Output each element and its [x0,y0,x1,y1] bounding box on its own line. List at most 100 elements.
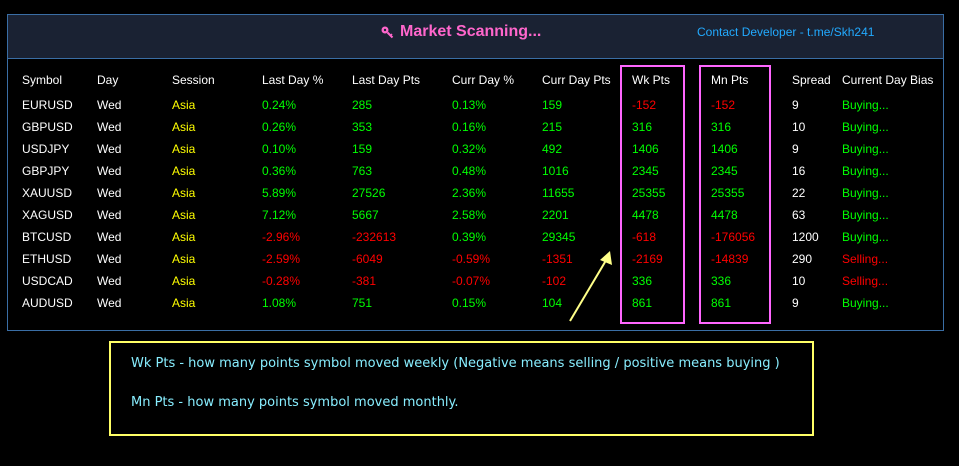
cell-ethusd-last-day-pct: -2.59% [262,252,301,266]
cell-gbpusd-wk-pts: 316 [632,120,653,134]
mn-pts-highlight-box [699,65,771,324]
cell-ethusd-symbol: ETHUSD [22,252,72,266]
cell-ethusd-spread: 290 [792,252,813,266]
cell-usdcad-mn-pts: 336 [711,274,732,288]
cell-eurusd-curr-day-pct: 0.13% [452,98,487,112]
cell-xagusd-spread: 63 [792,208,806,222]
cell-eurusd-mn-pts: -152 [711,98,736,112]
cell-eurusd-day: Wed [97,98,122,112]
cell-btcusd-last-day-pts: -232613 [352,230,397,244]
cell-gbpusd-symbol: GBPUSD [22,120,73,134]
cell-eurusd-last-day-pts: 285 [352,98,373,112]
cell-xauusd-symbol: XAUUSD [22,186,73,200]
cell-audusd-spread: 9 [792,296,799,310]
cell-gbpjpy-symbol: GBPJPY [22,164,70,178]
title-group: Market Scanning... [380,23,541,41]
cell-btcusd-last-day-pct: -2.96% [262,230,301,244]
cell-usdjpy-wk-pts: 1406 [632,142,659,156]
cell-audusd-day: Wed [97,296,122,310]
cell-usdcad-curr-day-pct: -0.07% [452,274,491,288]
cell-gbpusd-mn-pts: 316 [711,120,732,134]
cell-audusd-last-day-pct: 1.08% [262,296,297,310]
cell-usdjpy-day: Wed [97,142,122,156]
cell-ethusd-curr-day-pts: -1351 [542,252,573,266]
cell-gbpjpy-wk-pts: 2345 [632,164,659,178]
cell-usdjpy-current-day-bias: Buying... [842,142,889,156]
cell-usdcad-symbol: USDCAD [22,274,73,288]
cell-xagusd-day: Wed [97,208,122,222]
cell-gbpusd-session: Asia [172,120,196,134]
cell-gbpusd-last-day-pts: 353 [352,120,373,134]
cell-eurusd-current-day-bias: Buying... [842,98,889,112]
cell-ethusd-last-day-pts: -6049 [352,252,383,266]
legend-wk-pts-text: Wk Pts - how many points symbol moved we… [131,356,780,371]
cell-gbpusd-curr-day-pct: 0.16% [452,120,487,134]
cell-xauusd-mn-pts: 25355 [711,186,745,200]
cell-usdjpy-last-day-pts: 159 [352,142,373,156]
cell-audusd-symbol: AUDUSD [22,296,73,310]
cell-ethusd-mn-pts: -14839 [711,252,749,266]
cell-btcusd-curr-day-pts: 29345 [542,230,576,244]
column-header-session: Session [172,73,215,87]
cell-gbpjpy-last-day-pts: 763 [352,164,373,178]
column-header-wk-pts: Wk Pts [632,73,670,87]
cell-audusd-mn-pts: 861 [711,296,732,310]
column-header-curr-day-pts: Curr Day Pts [542,73,611,87]
cell-btcusd-mn-pts: -176056 [711,230,756,244]
cell-xauusd-spread: 22 [792,186,806,200]
cell-gbpjpy-mn-pts: 2345 [711,164,738,178]
cell-usdjpy-curr-day-pct: 0.32% [452,142,487,156]
cell-btcusd-session: Asia [172,230,196,244]
cell-eurusd-curr-day-pts: 159 [542,98,563,112]
wk-pts-highlight-box [620,65,685,324]
cell-usdcad-current-day-bias: Selling... [842,274,889,288]
column-header-mn-pts: Mn Pts [711,73,749,87]
cell-eurusd-wk-pts: -152 [632,98,657,112]
contact-developer-link[interactable]: Contact Developer - t.me/Skh241 [697,25,875,39]
cell-xagusd-curr-day-pct: 2.58% [452,208,487,222]
cell-usdjpy-session: Asia [172,142,196,156]
cell-eurusd-spread: 9 [792,98,799,112]
cell-gbpjpy-session: Asia [172,164,196,178]
cell-eurusd-last-day-pct: 0.24% [262,98,297,112]
cell-audusd-last-day-pts: 751 [352,296,373,310]
cell-usdjpy-curr-day-pts: 492 [542,142,563,156]
cell-gbpjpy-day: Wed [97,164,122,178]
cell-xauusd-day: Wed [97,186,122,200]
cell-btcusd-symbol: BTCUSD [22,230,72,244]
cell-xauusd-curr-day-pts: 11655 [542,186,575,200]
key-icon [381,26,394,39]
column-header-symbol: Symbol [22,73,63,87]
cell-gbpjpy-curr-day-pts: 1016 [542,164,569,178]
cell-ethusd-session: Asia [172,252,196,266]
cell-btcusd-curr-day-pct: 0.39% [452,230,487,244]
cell-xagusd-current-day-bias: Buying... [842,208,889,222]
cell-xauusd-last-day-pct: 5.89% [262,186,297,200]
column-header-day: Day [97,73,119,87]
cell-eurusd-symbol: EURUSD [22,98,73,112]
cell-gbpjpy-spread: 16 [792,164,806,178]
column-header-current-day-bias: Current Day Bias [842,73,934,87]
cell-eurusd-session: Asia [172,98,196,112]
cell-xauusd-last-day-pts: 27526 [352,186,386,200]
cell-audusd-wk-pts: 861 [632,296,653,310]
cell-btcusd-day: Wed [97,230,122,244]
cell-audusd-session: Asia [172,296,196,310]
cell-audusd-curr-day-pct: 0.15% [452,296,487,310]
cell-ethusd-curr-day-pct: -0.59% [452,252,491,266]
cell-gbpusd-current-day-bias: Buying... [842,120,889,134]
cell-gbpjpy-current-day-bias: Buying... [842,164,889,178]
column-header-curr-day-pct: Curr Day % [452,73,515,87]
cell-usdcad-session: Asia [172,274,196,288]
cell-usdcad-last-day-pct: -0.28% [262,274,301,288]
column-header-last-day-pct: Last Day % [262,73,324,87]
cell-gbpusd-last-day-pct: 0.26% [262,120,297,134]
legend-mn-pts-text: Mn Pts - how many points symbol moved mo… [131,395,459,410]
cell-gbpjpy-curr-day-pct: 0.48% [452,164,487,178]
cell-ethusd-wk-pts: -2169 [632,252,663,266]
cell-ethusd-current-day-bias: Selling... [842,252,889,266]
cell-usdcad-day: Wed [97,274,122,288]
column-header-last-day-pts: Last Day Pts [352,73,421,87]
cell-audusd-curr-day-pts: 104 [542,296,563,310]
cell-xauusd-session: Asia [172,186,196,200]
